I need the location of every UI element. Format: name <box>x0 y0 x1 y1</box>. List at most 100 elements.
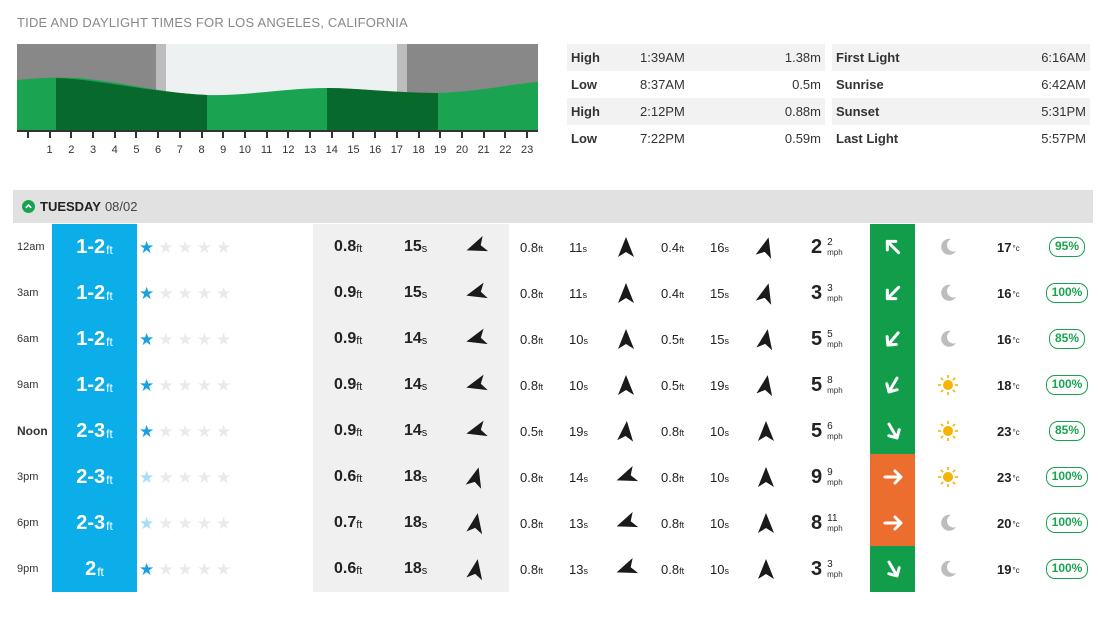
secondary-swell-height-unit: ft <box>538 243 544 254</box>
tide-row: Low 8:37AM 0.5m <box>567 71 825 98</box>
tertiary-swell-height-value: 0.4 <box>661 239 680 255</box>
temperature: 16 °c <box>997 270 1031 316</box>
tertiary-swell-height-unit: ft <box>679 427 685 438</box>
surf-height-unit: ft <box>106 243 113 257</box>
secondary-swell-height-value: 0.8 <box>520 377 539 393</box>
day-header[interactable]: TUESDAY 08/02 <box>13 190 1093 223</box>
surf-height-value: 1-2 <box>76 373 106 396</box>
secondary-swell-height: 0.8 ft <box>520 224 554 270</box>
hour-label: 12 <box>282 144 294 156</box>
hour-label: 22 <box>499 144 511 156</box>
rating-star-empty-icon: ★ <box>158 559 174 579</box>
temperature-value: 16 <box>997 331 1012 347</box>
wind-gust-value: 3 <box>827 282 833 294</box>
primary-swell-height-unit: ft <box>356 519 363 531</box>
secondary-swell-height-unit: ft <box>538 473 544 484</box>
rating-star-empty-icon: ★ <box>196 559 212 579</box>
hour-label: 15 <box>347 144 359 156</box>
chart-axis <box>17 130 538 132</box>
secondary-swell-period-unit: s <box>582 243 588 254</box>
rating-star-empty-icon: ★ <box>216 329 232 349</box>
tide-time: 2:12PM <box>640 104 685 119</box>
forecast-row[interactable]: 3am 1-2 ft ★ ★ ★ ★ ★ 0.9 ft 15 s 0.8 ft 11 s 0.4 ft 15 s 3 3 m… <box>13 270 1093 316</box>
forecast-row[interactable]: 9am 1-2 ft ★ ★ ★ ★ ★ 0.9 ft 14 s 0.8 ft 10 s 0.5 ft 19 s 5 8 m… <box>13 362 1093 408</box>
hour-tick <box>287 132 289 138</box>
moon-icon <box>933 546 963 592</box>
tertiary-swell-height: 0.8 ft <box>661 454 695 500</box>
swell-direction-arrow-icon <box>461 224 491 270</box>
hour-label: 5 <box>133 144 139 156</box>
daylight-label: First Light <box>836 50 900 65</box>
rating-star-filled-icon: ★ <box>139 559 155 579</box>
forecast-row[interactable]: 6am 1-2 ft ★ ★ ★ ★ ★ 0.9 ft 14 s 0.8 ft 10 s 0.5 ft 15 s 5 5 m… <box>13 316 1093 362</box>
wind-direction-arrow-icon <box>870 316 915 362</box>
secondary-swell-period-value: 10 <box>569 331 584 347</box>
secondary-swell-period-unit: s <box>583 335 588 346</box>
probability-badge: 100% <box>1045 559 1089 579</box>
tide-row: Low 7:22PM 0.59m <box>567 125 825 152</box>
probability-badge: 95% <box>1048 237 1086 257</box>
hour-tick <box>157 132 159 138</box>
secondary-swell-height-unit: ft <box>538 289 544 300</box>
tertiary-swell-period-unit: s <box>724 473 729 484</box>
forecast-time: 3pm <box>17 471 39 483</box>
forecast-time: Noon <box>17 424 48 438</box>
probability: 95% <box>1047 224 1087 270</box>
temperature: 16 °c <box>997 316 1031 362</box>
tide-type: High <box>571 50 600 65</box>
rating-star-empty-icon: ★ <box>177 467 193 487</box>
surf-height: 2-3 ft <box>52 500 137 546</box>
forecast-row[interactable]: 12am 1-2 ft ★ ★ ★ ★ ★ 0.8 ft 15 s 0.8 ft 11 s 0.4 ft 16 s 2 2… <box>13 224 1093 270</box>
secondary-swell-height-unit: ft <box>538 565 544 576</box>
wind-speed: 8 11 mph <box>811 500 867 546</box>
secondary-swell-height-value: 0.8 <box>520 285 539 301</box>
wind-speed: 3 3 mph <box>811 270 867 316</box>
wind-speed-value: 2 <box>811 235 823 258</box>
surf-height: 2-3 ft <box>52 408 137 454</box>
tertiary-swell-period-unit: s <box>724 519 729 530</box>
swell-direction-arrow-icon <box>461 316 491 362</box>
forecast-row[interactable]: Noon 2-3 ft ★ ★ ★ ★ ★ 0.9 ft 14 s 0.5 ft 19 s 0.8 ft 10 s 5 6… <box>13 408 1093 454</box>
tertiary-swell-height: 0.8 ft <box>661 546 695 592</box>
probability: 100% <box>1045 500 1089 546</box>
wind-speed-value: 3 <box>811 557 823 580</box>
secondary-swell-height-unit: ft <box>538 381 544 392</box>
forecast-row[interactable]: 3pm 2-3 ft ★ ★ ★ ★ ★ 0.6 ft 18 s 0.8 ft 14 s 0.8 ft 10 s 9 9 m… <box>13 454 1093 500</box>
tertiary-swell-height-unit: ft <box>679 243 685 254</box>
hour-label: 4 <box>112 144 118 156</box>
chevron-up-icon[interactable] <box>22 200 35 213</box>
rating-star-empty-icon: ★ <box>196 237 212 257</box>
forecast-row[interactable]: 9pm 2 ft ★ ★ ★ ★ ★ 0.6 ft 18 s 0.8 ft 13 s 0.8 ft 10 s 3 3 mph… <box>13 546 1093 592</box>
surf-height-value: 2-3 <box>76 465 106 488</box>
hour-label: 18 <box>412 144 424 156</box>
rating-star-empty-icon: ★ <box>196 283 212 303</box>
surf-height-value: 1-2 <box>76 235 106 258</box>
tertiary-swell-height-value: 0.8 <box>661 423 680 439</box>
moon-icon <box>933 500 963 546</box>
hour-tick <box>49 132 51 138</box>
probability-badge: 100% <box>1045 513 1089 533</box>
primary-swell-height: 0.9 ft <box>334 270 374 316</box>
swell-direction-arrow-icon <box>751 316 781 362</box>
primary-swell-period-unit: s <box>421 427 428 439</box>
hour-tick <box>483 132 485 138</box>
temperature-unit: °c <box>1012 336 1020 345</box>
tertiary-swell-height-unit: ft <box>679 335 685 346</box>
daylight-label: Last Light <box>836 131 899 146</box>
primary-swell-height-value: 0.9 <box>334 376 357 393</box>
primary-swell-period-unit: s <box>421 335 428 347</box>
hour-labels: 1 2 3 4 5 6 7 8 9 10 11 12 13 14 15 16 17 18 19 20 21 22 23 <box>47 144 534 156</box>
rating-star-filled-icon: ★ <box>139 467 155 487</box>
tertiary-swell-period-unit: s <box>724 243 729 254</box>
wind-speed: 5 8 mph <box>811 362 867 408</box>
tertiary-swell-height-value: 0.8 <box>661 469 680 485</box>
forecast-row[interactable]: 6pm 2-3 ft ★ ★ ★ ★ ★ 0.7 ft 18 s 0.8 ft 13 s 0.8 ft 10 s 8 11… <box>13 500 1093 546</box>
hour-tick <box>374 132 376 138</box>
tertiary-swell-period-value: 10 <box>710 515 725 531</box>
primary-swell-height: 0.8 ft <box>334 224 374 270</box>
tide-chart-graphic: 1 2 3 4 5 6 7 8 9 10 11 12 13 14 15 16 17 18 19 20 21 22 23 <box>17 44 538 156</box>
daylight-time: 6:42AM <box>1041 77 1086 92</box>
surf-height-value: 2-3 <box>76 511 106 534</box>
primary-swell-period: 14 s <box>404 362 440 408</box>
day-date: 08/02 <box>104 199 138 214</box>
